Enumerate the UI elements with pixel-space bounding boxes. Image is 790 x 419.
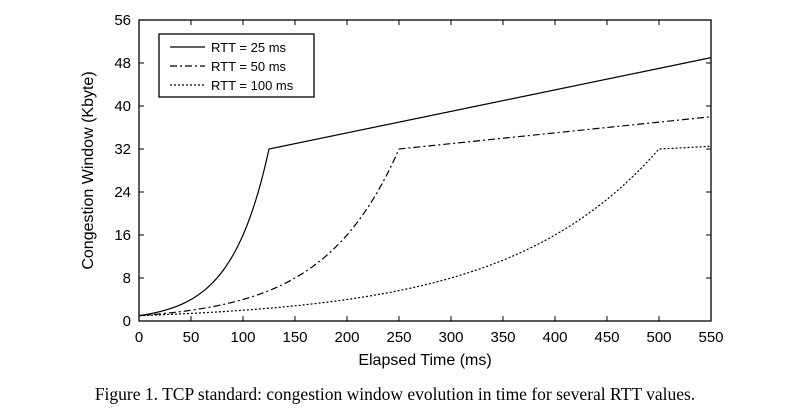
- y-tick-label: 24: [114, 184, 131, 201]
- x-tick-label: 550: [698, 329, 723, 346]
- y-tick-label: 56: [114, 12, 131, 29]
- y-axis: 0 8 16 24 32 40 48 56: [114, 12, 711, 330]
- y-tick-label: 0: [123, 313, 131, 330]
- legend-label-2: RTT = 50 ms: [211, 59, 287, 74]
- x-tick-label: 50: [183, 329, 200, 346]
- x-tick-label: 200: [334, 329, 359, 346]
- y-tick-label: 16: [114, 227, 131, 244]
- y-tick-label: 40: [114, 98, 131, 115]
- legend-label-3: RTT = 100 ms: [211, 78, 294, 93]
- legend-box: [158, 33, 315, 98]
- series-line-3: [138, 145, 712, 317]
- x-axis-title: Elapsed Time (ms): [358, 352, 491, 369]
- legend: RTT = 25 ms RTT = 50 ms RTT = 100 ms: [158, 33, 315, 98]
- x-tick-label: 150: [282, 329, 307, 346]
- x-tick-label: 450: [594, 329, 619, 346]
- x-tick-label: 500: [646, 329, 671, 346]
- y-axis-title: Congestion Window (Kbyte): [80, 71, 97, 269]
- congestion-window-chart: 0 50 100 150 200 250 300 350 400 450 500 550 0 8 16 24…: [80, 12, 724, 369]
- y-tick-label: 8: [123, 270, 131, 287]
- x-tick-label: 250: [386, 329, 411, 346]
- x-axis: 0 50 100 150 200 250 300 350 400 450 500 550: [135, 20, 724, 346]
- legend-label-1: RTT = 25 ms: [211, 40, 287, 55]
- y-tick-label: 32: [114, 141, 131, 158]
- x-tick-label: 300: [438, 329, 463, 346]
- series-line-1: [138, 57, 712, 317]
- plot-area: [138, 19, 712, 322]
- y-tick-label: 48: [114, 55, 131, 72]
- x-tick-label: 350: [490, 329, 515, 346]
- figure-caption: Figure 1. TCP standard: congestion windo…: [94, 384, 696, 404]
- x-tick-label: 100: [230, 329, 255, 346]
- plot-frame: [138, 19, 712, 322]
- x-tick-label: 400: [542, 329, 567, 346]
- x-tick-label: 0: [135, 329, 143, 346]
- series-layer: [138, 57, 712, 317]
- series-line-2: [138, 116, 712, 317]
